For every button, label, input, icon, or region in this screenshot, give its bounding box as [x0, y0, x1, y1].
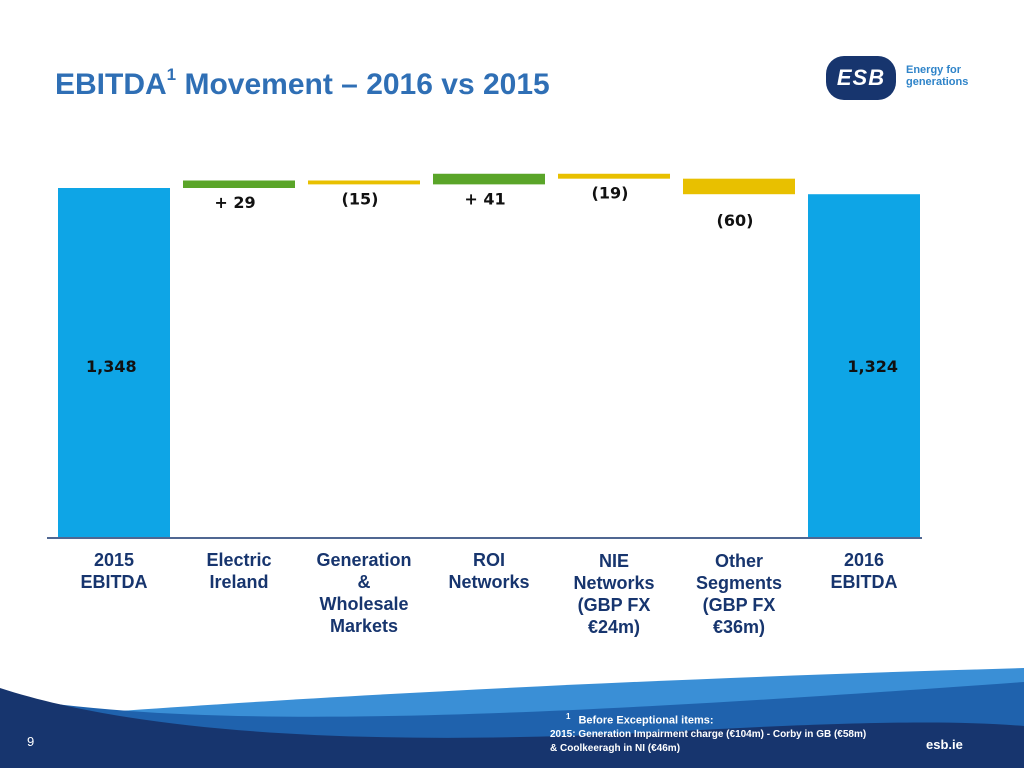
- x-tick-label-4-line-1: Networks: [573, 573, 655, 593]
- x-tick-label-5-line-0: Other: [714, 551, 763, 571]
- logo-tagline-line-1: Energy for: [906, 64, 962, 76]
- x-tick-label-1-line-1: Ireland: [209, 572, 269, 592]
- title-main: EBITDA: [55, 68, 167, 101]
- title-rest: Movement – 2016 vs 2015: [176, 68, 550, 101]
- x-tick-label-4-line-3: €24m): [587, 617, 641, 637]
- x-tick-label-1-line-0: Electric: [206, 550, 272, 570]
- bar-3: [433, 173, 545, 185]
- site-url: esb.ie: [926, 737, 963, 752]
- x-tick-label-2-line-0: Generation: [316, 550, 412, 570]
- x-tick-label-1: Electric Ireland: [174, 549, 304, 593]
- data-label-6: 1,324: [847, 357, 898, 376]
- footer-wave-dark: [0, 688, 1024, 768]
- data-label-1: + 29: [214, 193, 255, 212]
- x-tick-label-3: ROI Networks: [424, 549, 554, 593]
- footnote-title: Before Exceptional items:: [578, 714, 714, 727]
- x-tick-label-2-line-3: Markets: [329, 616, 399, 636]
- x-tick-label-5-line-2: (GBP FX: [702, 595, 776, 615]
- logo-badge-text: ESB: [836, 65, 886, 90]
- data-label-3: + 41: [464, 189, 505, 208]
- x-tick-label-2-line-2: Wholesale: [319, 594, 409, 614]
- x-tick-label-5-line-3: €36m): [712, 617, 766, 637]
- x-tick-label-0: 2015 EBITDA: [49, 549, 179, 593]
- bar-2: [308, 180, 420, 185]
- data-label-5: (60): [717, 211, 754, 230]
- x-tick-label-0-line-0: 2015: [93, 550, 135, 570]
- x-tick-label-4: NIE Networks (GBP FX €24m): [549, 550, 679, 638]
- page-title: EBITDA1 Movement – 2016 vs 2015: [55, 65, 550, 102]
- x-tick-label-3-line-1: Networks: [448, 572, 530, 592]
- x-tick-label-6-line-0: 2016: [843, 550, 885, 570]
- logo-tagline-line-2: generations: [906, 76, 969, 88]
- data-label-2: (15): [342, 189, 379, 208]
- footer-wave: [0, 668, 1024, 768]
- data-label-4: (19): [592, 184, 629, 203]
- x-tick-label-3-line-0: ROI: [472, 550, 505, 570]
- x-tick-label-6-line-1: EBITDA: [830, 572, 898, 592]
- footnote: 1 Before Exceptional items: 2015: Generat…: [550, 710, 950, 756]
- data-label-0: 1,348: [86, 357, 137, 376]
- bar-4: [558, 173, 670, 179]
- bar-6: [808, 194, 920, 537]
- bar-5: [683, 178, 795, 195]
- x-tick-label-6: 2016 EBITDA: [799, 549, 929, 593]
- x-tick-label-0-line-1: EBITDA: [80, 572, 148, 592]
- bar-1: [183, 180, 295, 188]
- title-superscript: 1: [166, 65, 177, 84]
- x-tick-label-2-line-1: &: [357, 572, 371, 592]
- footnote-marker: 1: [566, 712, 571, 721]
- footnote-title-line: 1 Before Exceptional items:: [550, 710, 950, 728]
- page-number: 9: [27, 734, 35, 749]
- x-tick-label-5: Other Segments (GBP FX €36m): [674, 550, 804, 638]
- esb-logo: ESB Energy for generations: [824, 54, 974, 104]
- x-tick-label-4-line-2: (GBP FX: [577, 595, 651, 615]
- footnote-line-2: & Coolkeeragh in NI (€46m): [550, 742, 681, 754]
- footnote-line-1: 2015: Generation Impairment charge (€104…: [550, 728, 867, 740]
- x-tick-label-5-line-1: Segments: [695, 573, 783, 593]
- logo-tagline: Energy for generations: [906, 64, 976, 88]
- x-tick-label-4-line-0: NIE: [598, 551, 629, 571]
- x-tick-label-2: Generation & Wholesale Markets: [299, 549, 429, 637]
- logo-badge: [826, 56, 896, 100]
- bar-0: [58, 188, 170, 537]
